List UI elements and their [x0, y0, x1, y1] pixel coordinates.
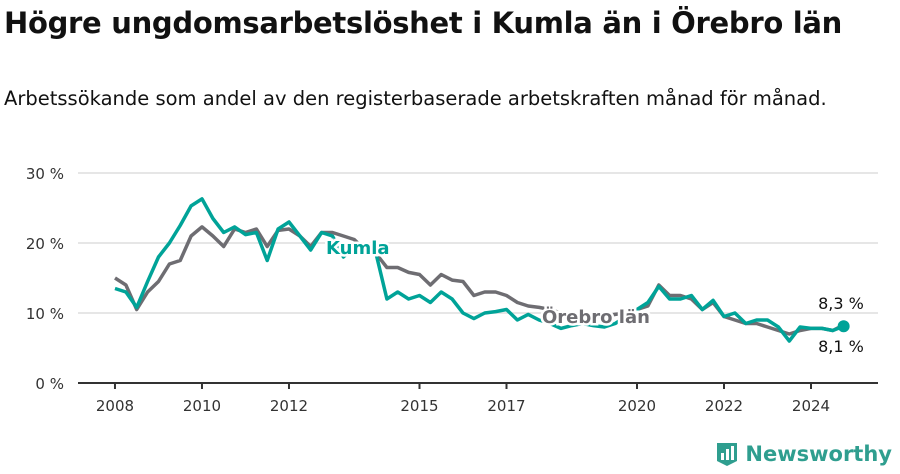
logo-text: Newsworthy — [745, 442, 892, 466]
x-tick-label: 2010 — [183, 397, 221, 415]
y-tick-label: 20 % — [26, 235, 64, 253]
y-tick-label: 10 % — [26, 305, 64, 323]
newsworthy-logo: Newsworthy — [715, 441, 892, 467]
y-tick-label: 0 % — [35, 375, 64, 393]
x-tick-label: 2017 — [487, 397, 525, 415]
chart-title: Högre ungdomsarbetslöshet i Kumla än i Ö… — [4, 6, 843, 40]
x-tick-label: 2024 — [792, 397, 830, 415]
logo-icon — [717, 443, 738, 466]
end-label-orebro-lan: 8,3 % — [818, 294, 864, 313]
series-label-kumla: Kumla — [326, 238, 390, 259]
x-tick-label: 2022 — [705, 397, 743, 415]
x-tick-label: 2015 — [400, 397, 438, 415]
end-label-kumla: 8,1 % — [818, 337, 864, 356]
end-point-kumla — [837, 320, 850, 333]
chart-subtitle: Arbetssökande som andel av den registerb… — [4, 87, 827, 110]
series-label-orebro-lan: Örebro län — [542, 306, 650, 328]
series-line-kumla — [114, 197, 845, 343]
x-tick-label: 2020 — [618, 397, 656, 415]
x-tick-label: 2008 — [96, 397, 134, 415]
y-tick-label: 30 % — [26, 165, 64, 183]
x-tick-label: 2012 — [270, 397, 308, 415]
